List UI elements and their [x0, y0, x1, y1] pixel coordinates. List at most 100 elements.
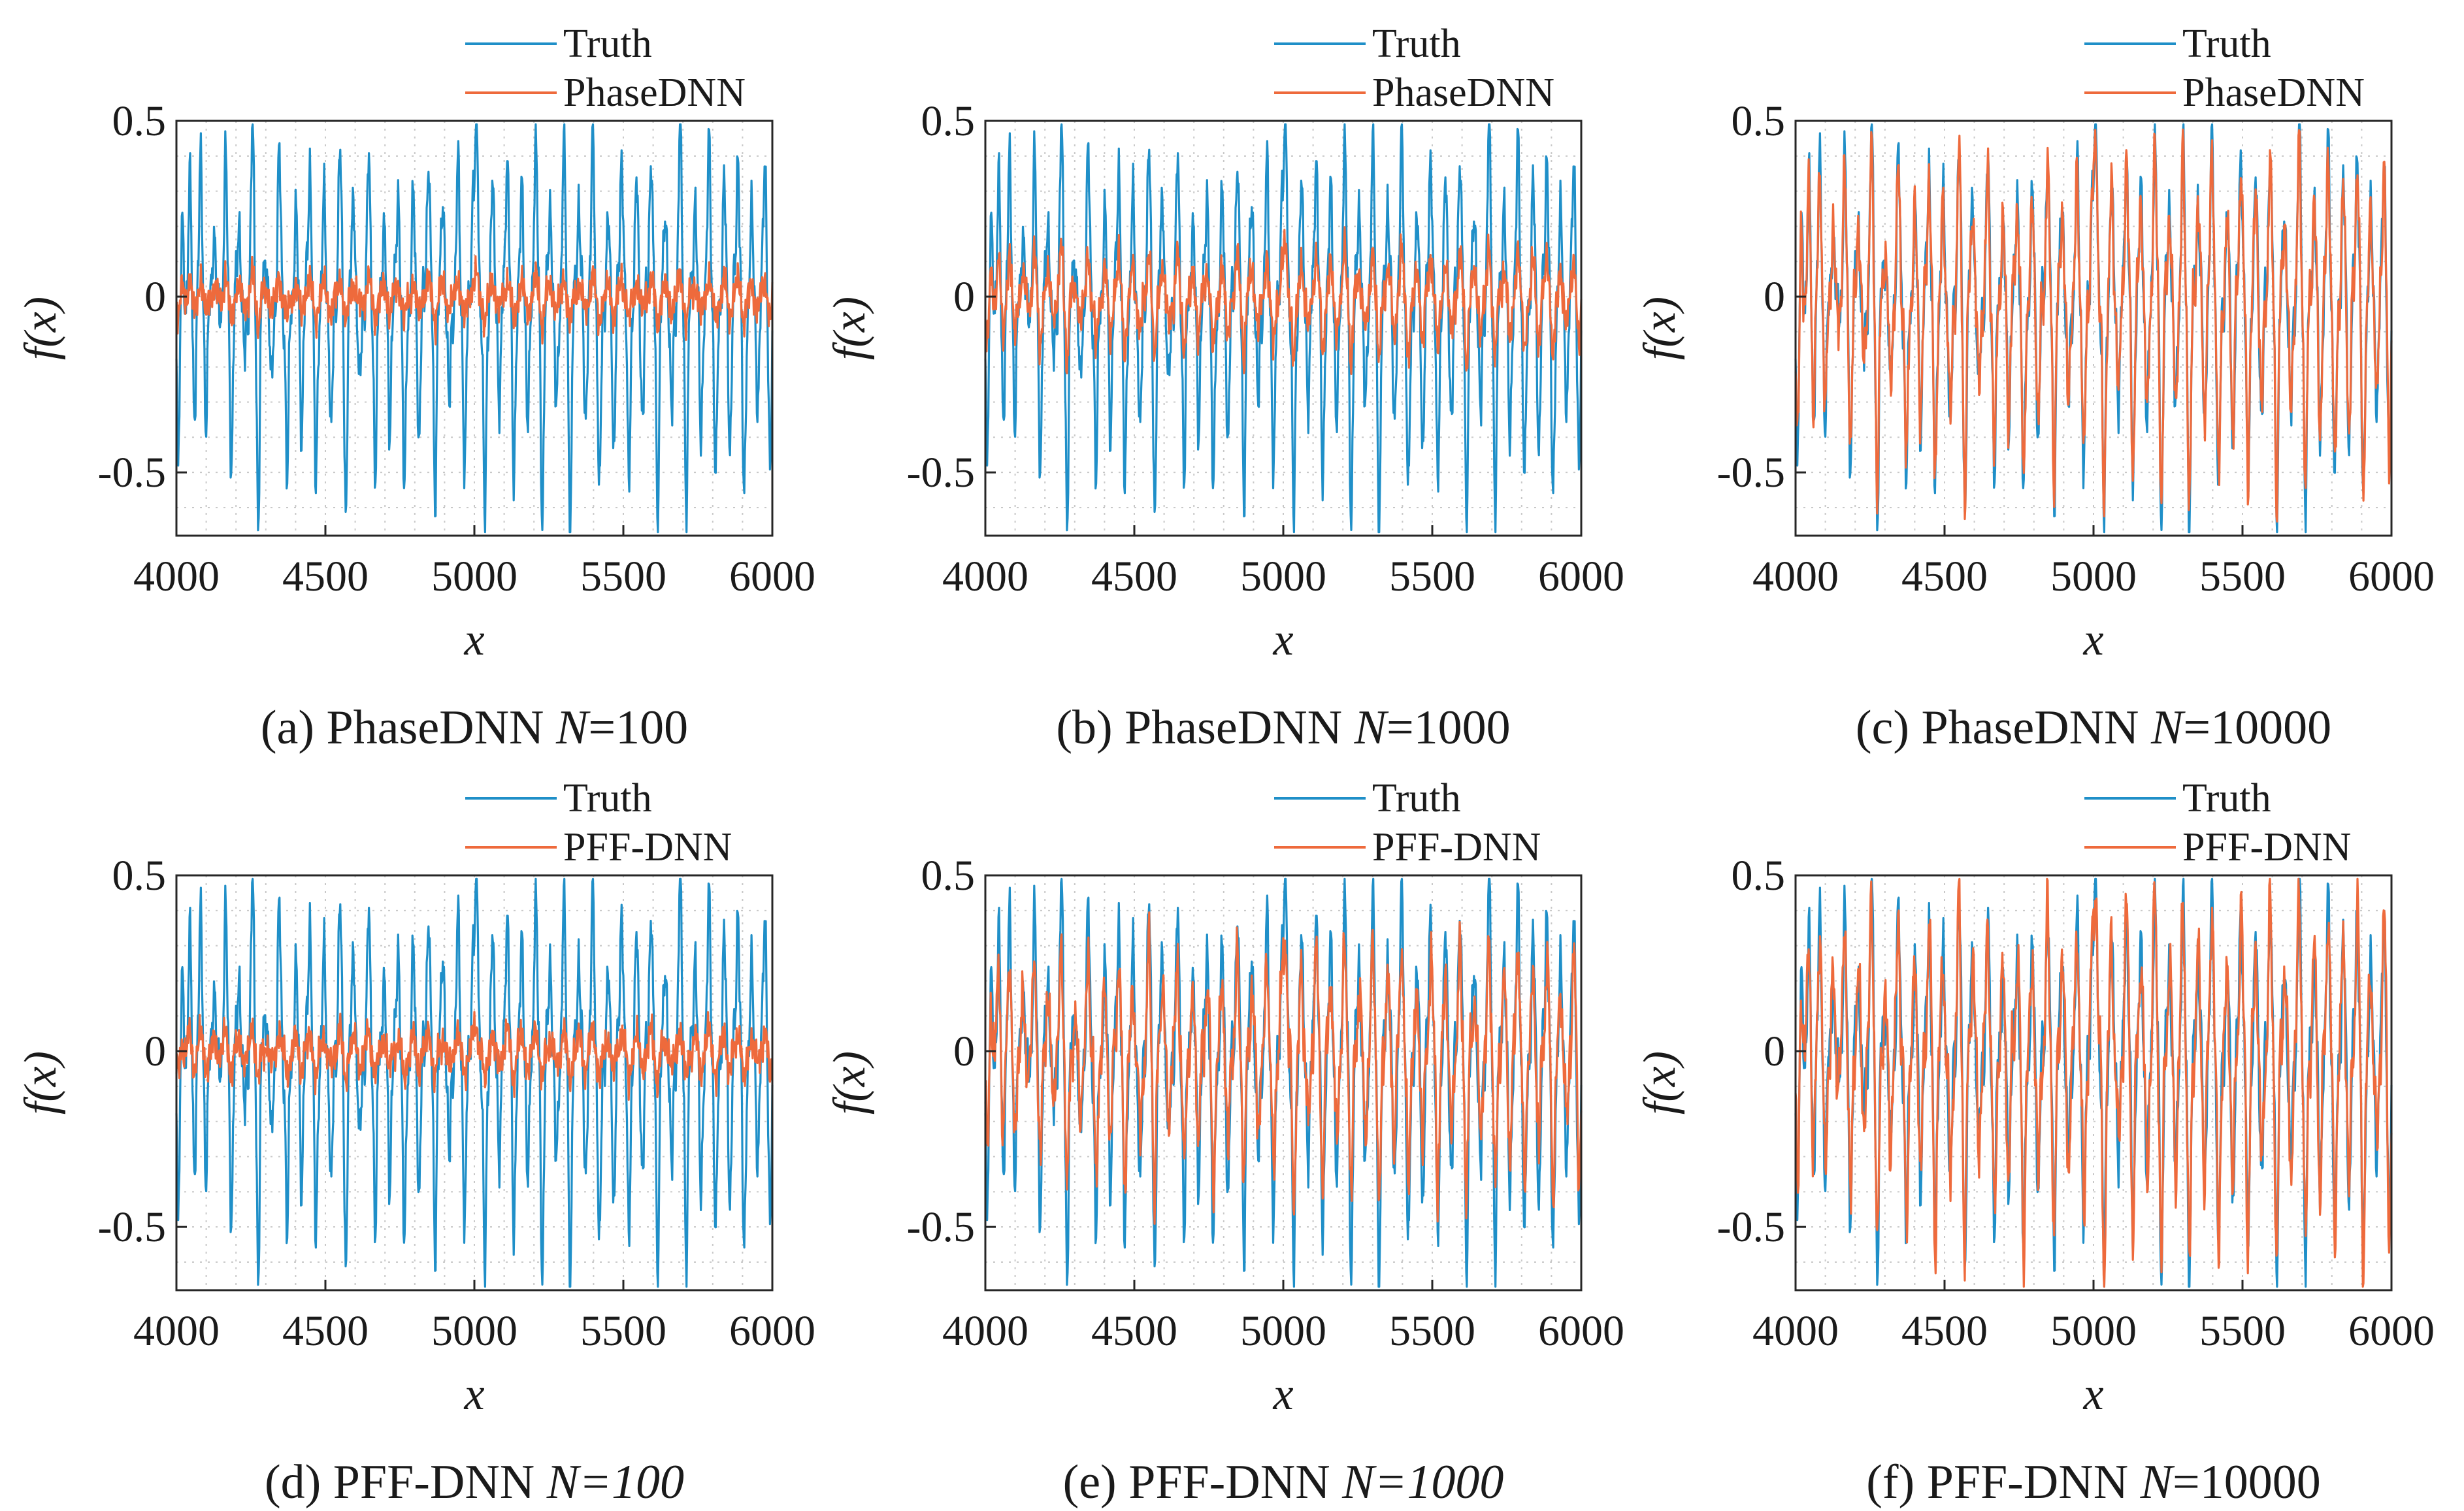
x-tick-label: 6000 — [729, 553, 815, 600]
y-tick-label: 0 — [144, 1028, 166, 1075]
legend: Truth PhaseDNN — [2084, 22, 2365, 115]
legend-label: PFF-DNN — [563, 825, 732, 869]
series-line-model — [1794, 877, 2393, 1288]
x-tick-label: 4000 — [942, 1307, 1028, 1355]
y-tick-label: -0.5 — [1717, 1203, 1785, 1251]
panel-caption: (c) PhaseDNN N=10000 — [1856, 701, 2331, 755]
y-tick-label: 0.5 — [921, 852, 976, 900]
caption-letter: (b) — [1056, 701, 1125, 755]
x-tick-label: 5500 — [580, 1307, 666, 1355]
x-tick-label: 5000 — [431, 553, 517, 600]
chart-panel-3: 4000 4500 5000 5500 6000 0.5 0 -0.5 x f(x) Truth Ph… — [1635, 22, 2435, 755]
caption-n-value: =100 — [579, 1455, 684, 1509]
x-tick-label: 4500 — [1901, 553, 1988, 600]
series-line-truth — [175, 123, 774, 534]
x-tick-label: 6000 — [2348, 1307, 2435, 1355]
y-tick-label: -0.5 — [1717, 449, 1785, 496]
grid — [985, 875, 1581, 1290]
y-tick-label: -0.5 — [907, 1203, 975, 1251]
x-tick-label: 5000 — [2050, 1307, 2137, 1355]
legend-label: PFF-DNN — [2182, 825, 2351, 869]
caption-letter: (c) — [1856, 701, 1922, 755]
x-tick-label: 6000 — [729, 1307, 815, 1355]
y-tick-label: 0.5 — [112, 852, 167, 900]
legend-label: PhaseDNN — [2182, 71, 2365, 115]
legend-label: Truth — [563, 776, 652, 820]
legend-label: Truth — [1372, 22, 1461, 66]
chart-panel-2: 4000 4500 5000 5500 6000 0.5 0 -0.5 x f(x) Truth Ph… — [825, 22, 1624, 755]
chart-panel-5: 4000 4500 5000 5500 6000 0.5 0 -0.5 x f(x) Truth PF… — [825, 776, 1624, 1509]
x-axis-label: x — [1272, 615, 1293, 665]
caption-n-variable: N — [546, 1455, 582, 1509]
x-tick-label: 4000 — [1752, 553, 1839, 600]
caption-method: PFF-DNN — [1128, 1455, 1342, 1509]
y-tick-label: -0.5 — [98, 1203, 166, 1251]
x-tick-label: 4500 — [282, 1307, 369, 1355]
legend-label: PhaseDNN — [563, 71, 746, 115]
x-tick-label: 4500 — [1091, 553, 1177, 600]
caption-n-value: =1000 — [1387, 701, 1511, 755]
y-axis-label: f(x) — [825, 297, 875, 360]
x-tick-label: 5500 — [1389, 553, 1475, 600]
y-tick-label: 0.5 — [1732, 852, 1786, 900]
series-line-model — [175, 1011, 774, 1101]
legend-label: Truth — [2182, 776, 2271, 820]
x-tick-label: 5500 — [2199, 553, 2286, 600]
x-axis-label: x — [2082, 615, 2103, 665]
caption-n-variable: N — [1341, 1455, 1377, 1509]
legend-label: Truth — [1372, 776, 1461, 820]
y-tick-label: 0 — [953, 273, 975, 321]
chart-panel-6: 4000 4500 5000 5500 6000 0.5 0 -0.5 x f(x) Truth PF… — [1635, 776, 2435, 1509]
y-tick-label: 0 — [953, 1028, 975, 1075]
y-tick-label: 0.5 — [112, 97, 167, 145]
x-axis-label: x — [2082, 1369, 2103, 1420]
x-tick-label: 4500 — [1901, 1307, 1988, 1355]
x-tick-label: 6000 — [1538, 553, 1624, 600]
chart-panel-1: 4000 4500 5000 5500 6000 0.5 0 -0.5 x f(x) Truth Ph… — [16, 22, 815, 755]
legend: Truth PhaseDNN — [1274, 22, 1554, 115]
y-tick-label: -0.5 — [907, 449, 975, 496]
y-tick-label: 0 — [144, 273, 166, 321]
x-tick-label: 5500 — [2199, 1307, 2286, 1355]
y-axis-label: f(x) — [1635, 1051, 1685, 1114]
x-tick-label: 4000 — [133, 1307, 220, 1355]
x-tick-label: 4000 — [1752, 1307, 1839, 1355]
x-tick-label: 6000 — [1538, 1307, 1624, 1355]
caption-letter: (d) — [265, 1455, 333, 1509]
series-line-model — [1794, 128, 2393, 523]
caption-n-value: =100 — [588, 701, 688, 755]
series-line-model — [984, 226, 1583, 375]
legend: Truth PhaseDNN — [465, 22, 746, 115]
series-line-model — [984, 911, 1583, 1225]
y-tick-label: 0.5 — [1732, 97, 1786, 145]
series-line-model — [175, 255, 774, 346]
y-axis-label: f(x) — [825, 1051, 875, 1114]
caption-n-value: =1000 — [1375, 1455, 1504, 1509]
caption-method: PhaseDNN — [1922, 701, 2151, 755]
caption-n-variable: N — [2140, 1455, 2175, 1509]
legend-label: Truth — [563, 22, 652, 66]
chart-panel-4: 4000 4500 5000 5500 6000 0.5 0 -0.5 x f(x) Truth PF… — [16, 776, 815, 1509]
caption-n-value: =10000 — [2183, 701, 2331, 755]
caption-letter: (a) — [261, 701, 327, 755]
x-tick-label: 4500 — [1091, 1307, 1177, 1355]
caption-method: PhaseDNN — [327, 701, 556, 755]
x-tick-label: 4000 — [942, 553, 1028, 600]
x-tick-label: 5500 — [1389, 1307, 1475, 1355]
x-tick-label: 5500 — [580, 553, 666, 600]
panel-caption: (b) PhaseDNN N=1000 — [1056, 701, 1510, 755]
x-tick-label: 5000 — [2050, 553, 2137, 600]
y-tick-label: 0 — [1764, 1028, 1785, 1075]
grid — [1796, 121, 2391, 536]
caption-method: PFF-DNN — [333, 1455, 547, 1509]
panel-caption: (a) PhaseDNN N=100 — [261, 701, 688, 755]
legend: Truth PFF-DNN — [2084, 776, 2351, 869]
legend: Truth PFF-DNN — [1274, 776, 1541, 869]
caption-method: PhaseDNN — [1125, 701, 1354, 755]
panel-caption: (f) PFF-DNN N=10000 — [1866, 1455, 2320, 1509]
x-axis-label: x — [463, 615, 484, 665]
legend: Truth PFF-DNN — [465, 776, 732, 869]
panel-caption: (d) PFF-DNN N=100 — [265, 1455, 684, 1509]
x-tick-label: 6000 — [2348, 553, 2435, 600]
